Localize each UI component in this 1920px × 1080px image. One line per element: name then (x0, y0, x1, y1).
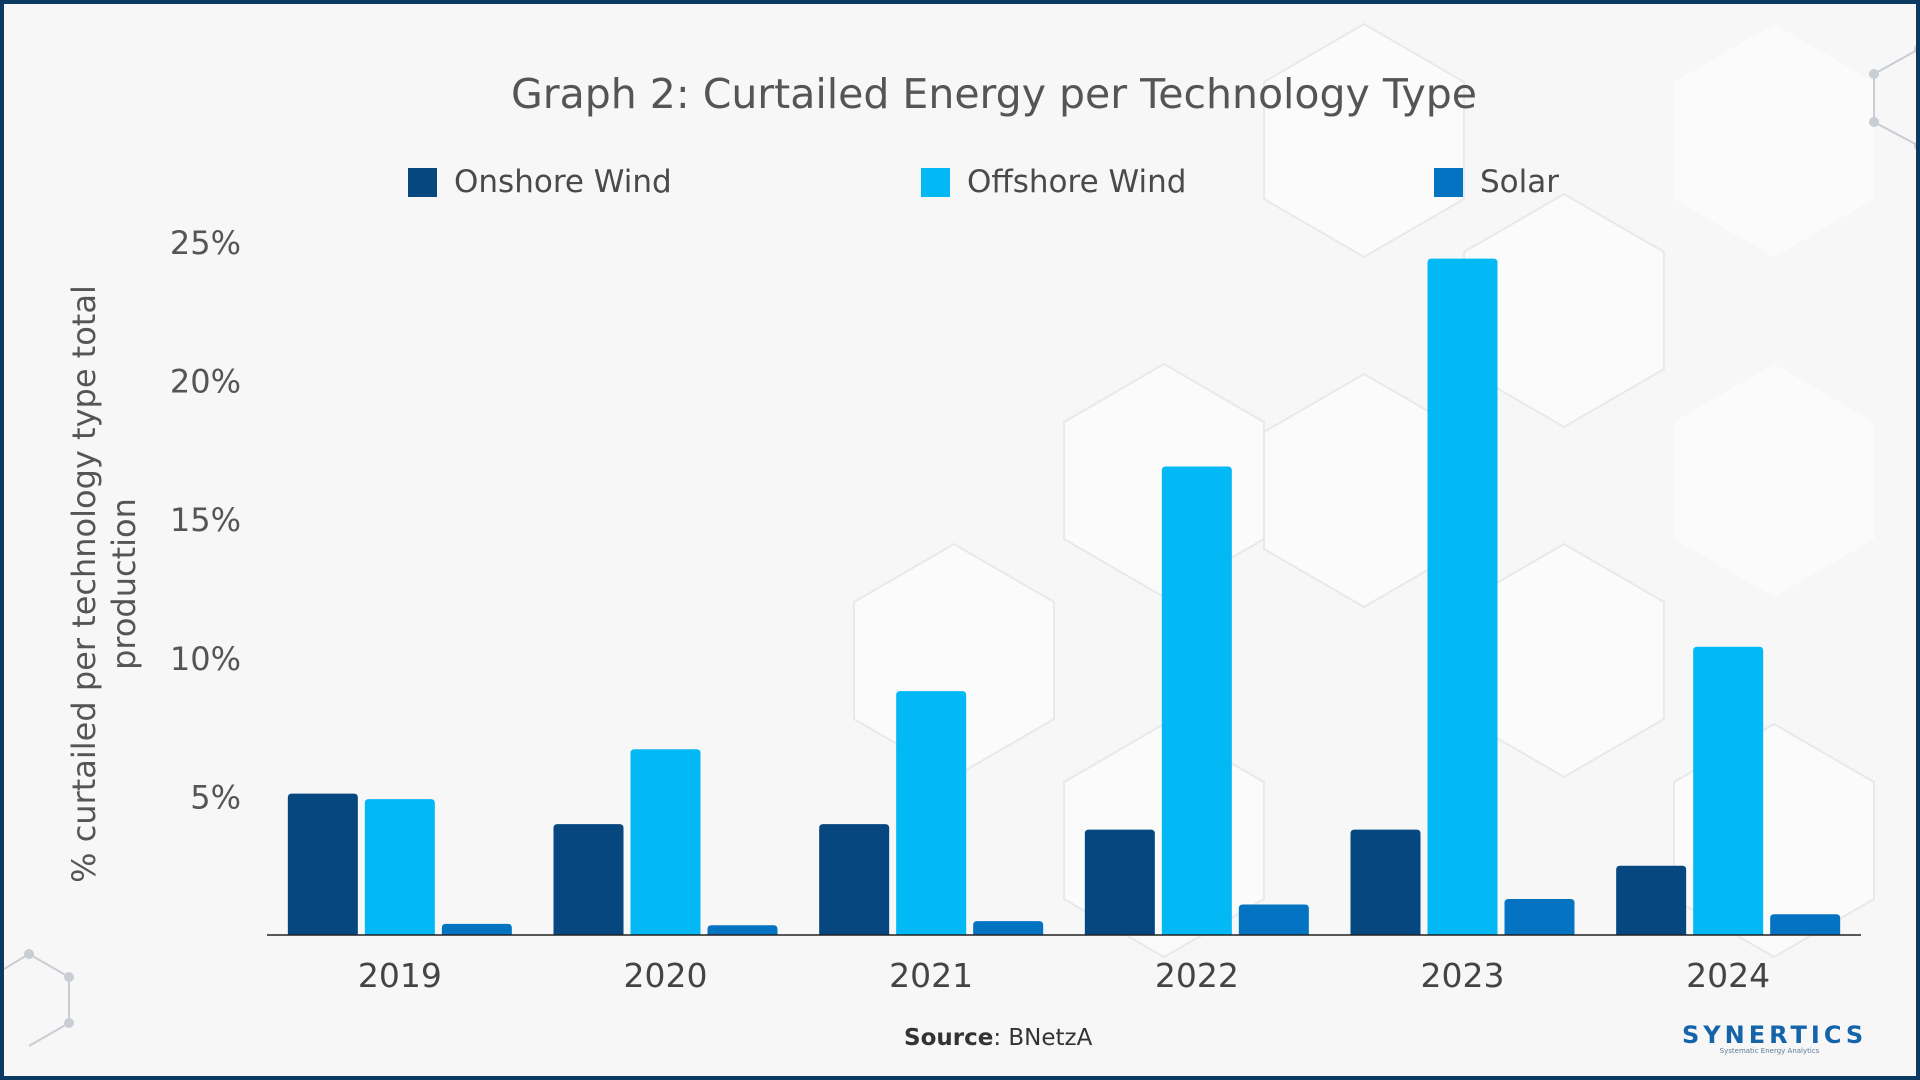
y-tick-label: 5% (190, 778, 241, 816)
logo-wordmark: SYNERTICS (1682, 1021, 1868, 1049)
bar-onshore-wind-2024 (1616, 865, 1687, 935)
source-note: Source: BNetzA (904, 1025, 1092, 1051)
bar-solar-2019 (441, 923, 512, 935)
bar-offshore-wind-2022 (1161, 466, 1232, 935)
bar-offshore-wind-2020 (630, 749, 701, 935)
legend-swatch-solar (1434, 167, 1463, 197)
bar-solar-2024 (1770, 914, 1841, 935)
bar-offshore-wind-2023 (1427, 258, 1498, 935)
legend-label-onshore-wind: Onshore Wind (454, 164, 672, 200)
x-tick-label: 2024 (1686, 956, 1770, 995)
y-tick-label: 25% (170, 224, 241, 262)
bar-onshore-wind-2020 (553, 824, 624, 935)
logo-tagline: Systematic Energy Analytics (1719, 1047, 1820, 1055)
bar-onshore-wind-2023 (1350, 829, 1421, 935)
bar-offshore-wind-2019 (364, 799, 435, 935)
legend-item-onshore-wind: Onshore Wind (408, 164, 672, 200)
molecule-decoration-bottom-left (4, 949, 74, 1047)
source-label: Source (904, 1025, 994, 1051)
bar-chart: 5% 10% 15% 20% 25% 2019 2020 2021 2022 2023 2024 (170, 224, 1861, 995)
bar-onshore-wind-2019 (287, 793, 358, 935)
bar-onshore-wind-2021 (819, 824, 890, 935)
legend-swatch-onshore-wind (408, 167, 437, 197)
bar-solar-2020 (707, 925, 778, 935)
bar-solar-2022 (1238, 904, 1309, 935)
bar-offshore-wind-2024 (1693, 646, 1764, 935)
x-tick-label: 2022 (1155, 956, 1239, 995)
bar-offshore-wind-2021 (896, 691, 967, 935)
bar-solar-2021 (973, 921, 1044, 935)
legend-item-offshore-wind: Offshore Wind (921, 164, 1186, 200)
chart-title: Graph 2: Curtailed Energy per Technology… (510, 70, 1478, 118)
legend-item-solar: Solar (1434, 164, 1559, 200)
x-tick-label: 2021 (889, 956, 973, 995)
legend-swatch-offshore-wind (921, 167, 950, 197)
x-tick-label: 2023 (1421, 956, 1505, 995)
bar-solar-2023 (1504, 898, 1575, 935)
x-tick-label: 2020 (624, 956, 708, 995)
y-tick-label: 10% (170, 640, 241, 678)
source-value: : BNetzA (993, 1025, 1093, 1051)
chart-legend: Onshore Wind Offshore Wind Solar (404, 164, 1604, 204)
y-tick-label: 20% (170, 363, 241, 401)
molecule-decoration-top-right (1869, 45, 1916, 150)
synertics-logo: SYNERTICS Systematic Energy Analytics (1682, 1021, 1868, 1055)
legend-label-offshore-wind: Offshore Wind (967, 164, 1187, 200)
y-tick-label: 15% (170, 501, 241, 539)
legend-label-solar: Solar (1480, 164, 1559, 200)
x-tick-label: 2019 (358, 956, 442, 995)
bar-onshore-wind-2022 (1084, 829, 1155, 935)
